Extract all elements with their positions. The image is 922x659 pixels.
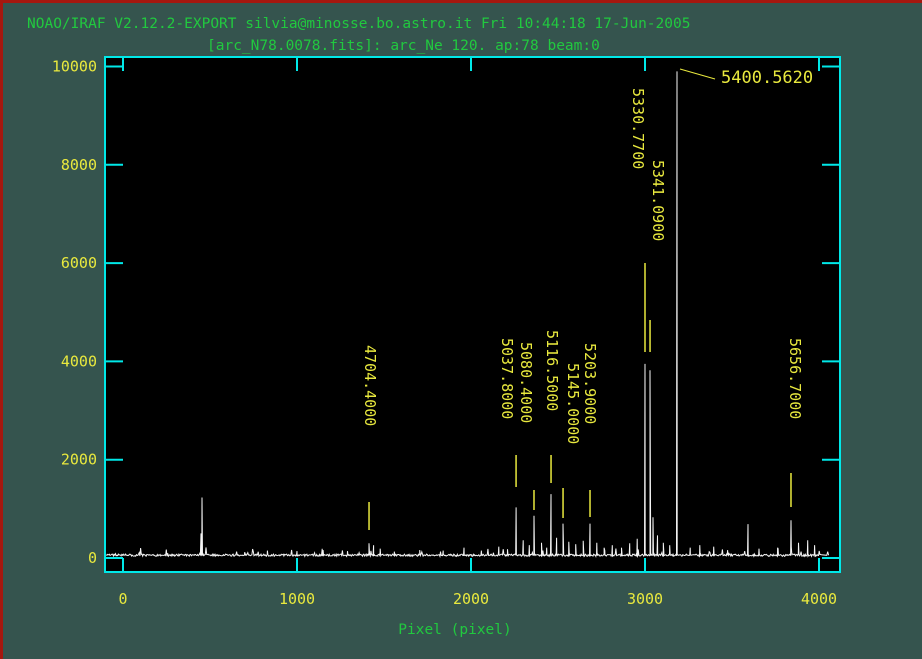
- y-tick-label: 4000: [61, 352, 97, 370]
- axes-frame: [104, 56, 841, 573]
- x-axis-title: Pixel (pixel): [398, 622, 512, 638]
- window-title: NOAO/IRAF V2.12.2-EXPORT silvia@minosse.…: [27, 16, 690, 32]
- x-tick-label: 0: [118, 590, 127, 608]
- feature-label: 5037.8000: [498, 338, 516, 419]
- feature-label: 4704.4000: [361, 345, 379, 426]
- window-border-left: [0, 0, 3, 659]
- feature-label: 5203.9000: [581, 343, 599, 424]
- feature-label: 5116.5000: [543, 330, 561, 411]
- x-tick-label: 1000: [279, 590, 315, 608]
- plot-area[interactable]: [104, 56, 841, 573]
- feature-label: 5400.5620: [721, 68, 813, 88]
- feature-pointer-line: [679, 68, 716, 80]
- y-tick-label: 0: [88, 549, 97, 567]
- y-tick-label: 6000: [61, 254, 97, 272]
- feature-label: 5145.0000: [564, 363, 582, 444]
- y-tick-label: 2000: [61, 451, 97, 469]
- y-tick-label: 8000: [61, 156, 97, 174]
- axis-tick-labels: 0 1000 2000 3000 4000 0 2000 4000 6000 8000 10000: [52, 58, 837, 609]
- feature-label: 5330.7700: [629, 88, 647, 169]
- plot-title: [arc_N78.0078.fits]: arc_Ne 120. ap:78 b…: [207, 38, 600, 54]
- feature-label: 5080.4000: [517, 342, 535, 423]
- x-tick-label: 4000: [801, 590, 837, 608]
- feature-label: 5656.7000: [786, 338, 804, 419]
- plot-frame: [104, 56, 841, 573]
- spectrum-trace: [106, 71, 830, 559]
- x-tick-label: 3000: [627, 590, 663, 608]
- x-tick-label: 2000: [453, 590, 489, 608]
- y-tick-label: 10000: [52, 58, 97, 76]
- feature-label: 5341.0900: [649, 160, 667, 241]
- window-border-top: [0, 0, 922, 3]
- feature-annotations: 4704.4000 5037.8000 5080.4000 5116.5000 5145…: [361, 68, 813, 530]
